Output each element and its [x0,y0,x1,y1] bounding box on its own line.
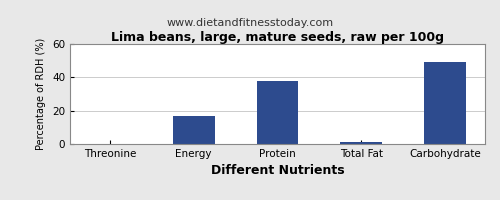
Bar [172,116,214,144]
Y-axis label: Percentage of RDH (%): Percentage of RDH (%) [36,38,46,150]
Bar [256,81,298,144]
Text: www.dietandfitnesstoday.com: www.dietandfitnesstoday.com [166,18,334,28]
Title: Lima beans, large, mature seeds, raw per 100g: Lima beans, large, mature seeds, raw per… [111,31,444,44]
Bar [340,142,382,144]
X-axis label: Different Nutrients: Different Nutrients [210,164,344,177]
Bar [424,62,466,144]
